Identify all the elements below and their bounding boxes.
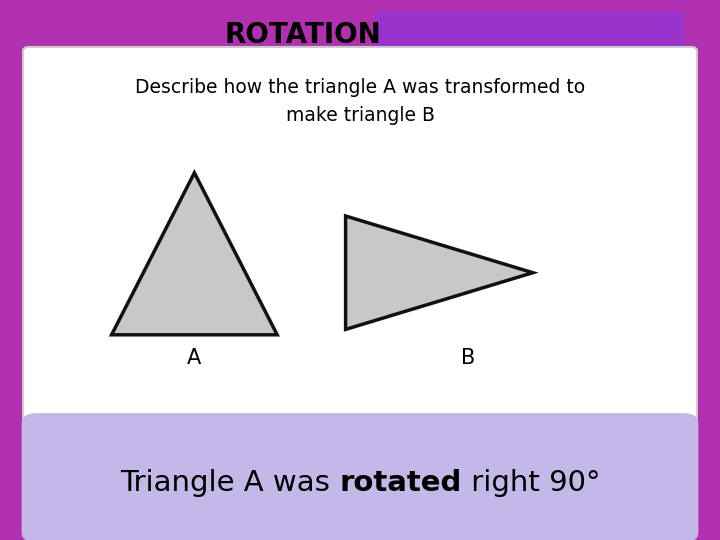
Text: A: A: [187, 348, 202, 368]
Polygon shape: [112, 173, 277, 335]
FancyBboxPatch shape: [374, 11, 684, 73]
Text: B: B: [461, 348, 475, 368]
Text: rotated: rotated: [339, 469, 462, 497]
Text: Triangle A was: Triangle A was: [120, 469, 339, 497]
Text: ROTATION: ROTATION: [224, 21, 381, 49]
Text: right 90°: right 90°: [462, 469, 600, 497]
Polygon shape: [346, 216, 533, 329]
FancyBboxPatch shape: [23, 47, 697, 423]
FancyBboxPatch shape: [22, 413, 698, 540]
Text: Describe how the triangle A was transformed to
make triangle B: Describe how the triangle A was transfor…: [135, 78, 585, 125]
